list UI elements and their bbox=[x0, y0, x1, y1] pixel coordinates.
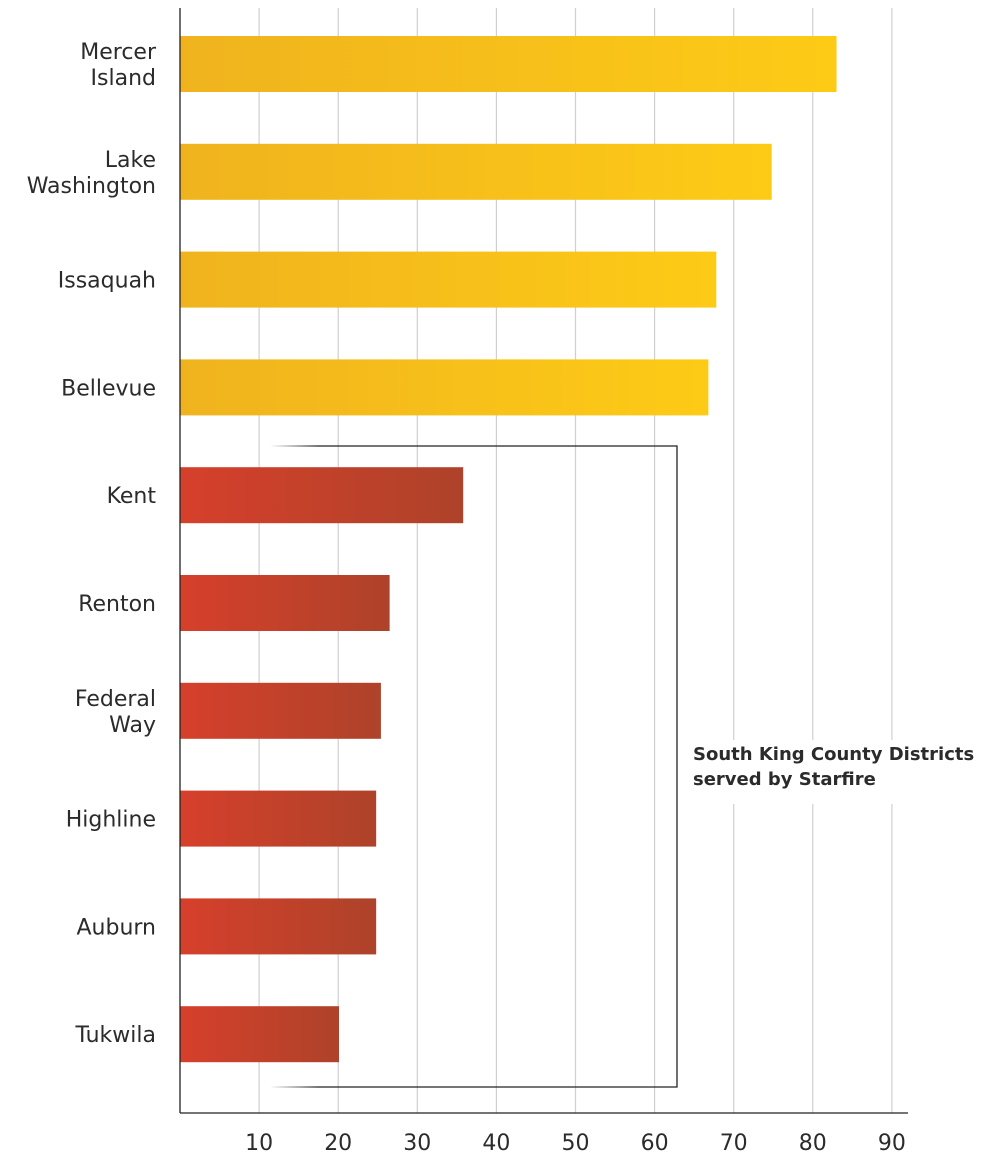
bars bbox=[180, 36, 837, 1063]
category-labels: Mercer Island Lake Washington Issaquah Bellev… bbox=[27, 40, 157, 1048]
axes bbox=[179, 8, 908, 1114]
annotation: South King County Districts served by Sta… bbox=[270, 445, 978, 1088]
x-tick-label: 40 bbox=[482, 1131, 510, 1156]
bar bbox=[180, 1006, 339, 1063]
category-label: Bellevue bbox=[61, 376, 156, 401]
annotation-label: South King County Districts served by Sta… bbox=[693, 744, 974, 790]
bar bbox=[180, 251, 717, 308]
category-label: Tukwila bbox=[75, 1023, 156, 1048]
x-tick-label: 70 bbox=[720, 1131, 748, 1156]
category-label: Highline bbox=[66, 808, 156, 833]
category-label: Lake Washington bbox=[27, 148, 156, 199]
bar bbox=[180, 682, 381, 739]
group-bracket bbox=[270, 445, 678, 1088]
category-label: Issaquah bbox=[58, 269, 156, 294]
category-label: Federal Way bbox=[75, 687, 156, 738]
bar bbox=[180, 467, 464, 524]
x-tick-label: 10 bbox=[245, 1131, 273, 1156]
category-label: Kent bbox=[107, 484, 157, 509]
bar bbox=[180, 898, 377, 955]
category-label: Renton bbox=[78, 592, 156, 617]
category-label: Mercer Island bbox=[80, 40, 157, 91]
category-label: Auburn bbox=[76, 915, 156, 940]
bar bbox=[180, 36, 837, 92]
x-tick-labels: 10 20 30 40 50 60 70 80 90 bbox=[245, 1131, 906, 1156]
x-tick-label: 90 bbox=[878, 1131, 906, 1156]
x-tick-label: 50 bbox=[562, 1131, 590, 1156]
x-tick-label: 80 bbox=[799, 1131, 827, 1156]
bar bbox=[180, 790, 377, 847]
x-tick-label: 20 bbox=[324, 1131, 352, 1156]
annotation-background bbox=[688, 740, 978, 804]
bar bbox=[180, 359, 709, 416]
bar bbox=[180, 143, 772, 200]
x-tick-label: 60 bbox=[641, 1131, 669, 1156]
x-tick-label: 30 bbox=[403, 1131, 431, 1156]
bar bbox=[180, 575, 390, 631]
